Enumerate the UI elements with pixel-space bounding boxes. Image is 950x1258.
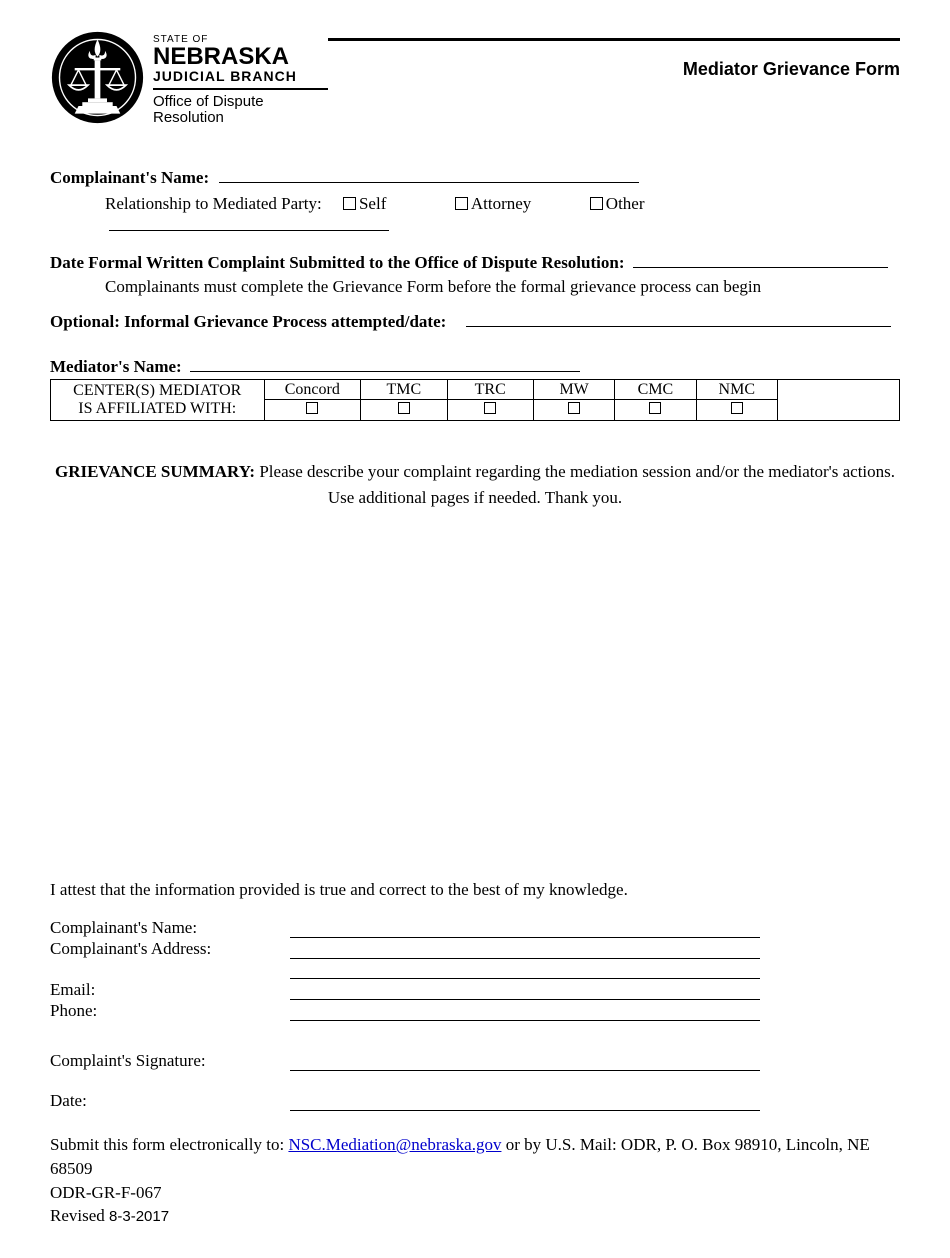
logo-divider [153,88,328,90]
submit-email-link[interactable]: NSC.Mediation@nebraska.gov [288,1135,501,1154]
page: STATE OF NEBRASKA JUDICIAL BRANCH Office… [0,0,950,1258]
center-cb-cell [533,400,614,421]
sig-address-input-1[interactable] [290,941,760,960]
branch-name: JUDICIAL BRANCH [153,69,328,83]
center-col-mw: MW [533,379,614,400]
summary-text-2: Use additional pages if needed. Thank yo… [328,488,622,507]
center-col-blank [777,379,899,421]
revised-date: 8-3-2017 [109,1208,169,1225]
submit-pre: Submit this form electronically to: [50,1135,288,1154]
optional-label: Optional: Informal Grievance Process att… [50,312,446,331]
attestation: I attest that the information provided i… [50,880,900,900]
mediator-name-label: Mediator's Name: [50,357,182,376]
sig-signature-label: Complaint's Signature: [50,1051,290,1071]
seal-icon [50,30,145,125]
centers-row-label-1: CENTER(S) MEDIATOR [51,382,264,400]
sig-date-row: Date: [50,1091,900,1111]
center-cb-cell [264,400,361,421]
sig-phone-label: Phone: [50,1001,290,1021]
grievance-summary: GRIEVANCE SUMMARY: Please describe your … [50,459,900,510]
complainant-name-row: Complainant's Name: [50,167,900,188]
sig-name-input[interactable] [290,920,760,939]
revised-label: Revised [50,1206,109,1225]
other-input[interactable] [109,214,389,231]
option-self: Self [359,194,386,213]
center-cb-cell [361,400,447,421]
sig-name-row: Complainant's Name: [50,918,900,938]
checkbox-mw[interactable] [568,402,580,414]
sig-phone-input[interactable] [290,1002,760,1021]
centers-header-row: CENTER(S) MEDIATOR IS AFFILIATED WITH: C… [51,379,900,400]
center-cb-cell [447,400,533,421]
checkbox-tmc[interactable] [398,402,410,414]
submit-instructions: Submit this form electronically to: NSC.… [50,1133,900,1181]
center-col-nmc: NMC [696,379,777,400]
mediator-name-input[interactable] [190,356,580,372]
complaint-date-row: Date Formal Written Complaint Submitted … [50,252,900,273]
centers-row-label-2: IS AFFILIATED WITH: [51,400,264,418]
title-rule [328,38,900,41]
complainant-name-input[interactable] [219,167,639,183]
checkbox-self[interactable] [343,197,356,210]
complaint-date-note: Complainants must complete the Grievance… [50,277,900,297]
mediator-name-row: Mediator's Name: [50,356,900,377]
revised-line: Revised 8-3-2017 [50,1204,900,1228]
center-col-cmc: CMC [615,379,696,400]
header: STATE OF NEBRASKA JUDICIAL BRANCH Office… [50,30,900,127]
sig-date-label: Date: [50,1091,290,1111]
sig-email-row: Email: [50,980,900,1000]
state-name: NEBRASKA [153,46,328,68]
sig-email-label: Email: [50,980,290,1000]
footer: Submit this form electronically to: NSC.… [50,1133,900,1228]
center-col-tmc: TMC [361,379,447,400]
checkbox-attorney[interactable] [455,197,468,210]
sig-address-input-2[interactable] [290,960,760,979]
office-line-2: Resolution [153,110,328,127]
title-area: Mediator Grievance Form [328,30,900,80]
checkbox-trc[interactable] [484,402,496,414]
sig-signature-row: Complaint's Signature: [50,1051,900,1071]
center-col-concord: Concord [264,379,361,400]
complaint-date-input[interactable] [633,252,888,268]
relationship-row: Relationship to Mediated Party: Self Att… [50,194,900,236]
checkbox-concord[interactable] [306,402,318,414]
center-cb-cell [696,400,777,421]
center-col-trc: TRC [447,379,533,400]
form-number: ODR-GR-F-067 [50,1181,900,1205]
summary-text-1: Please describe your complaint regarding… [255,462,895,481]
summary-lead: GRIEVANCE SUMMARY: [55,462,255,481]
relationship-label: Relationship to Mediated Party: [105,194,322,213]
sig-email-input[interactable] [290,981,760,1000]
option-attorney: Attorney [471,194,531,213]
sig-address-row: Complainant's Address: [50,939,900,959]
center-cb-cell [615,400,696,421]
complainant-name-label: Complainant's Name: [50,168,209,187]
centers-table: CENTER(S) MEDIATOR IS AFFILIATED WITH: C… [50,379,900,422]
form-title: Mediator Grievance Form [328,59,900,80]
optional-input[interactable] [466,311,891,327]
summary-writing-area[interactable] [50,510,900,880]
sig-phone-row: Phone: [50,1001,900,1021]
sig-signature-input[interactable] [290,1052,760,1071]
sig-address-label: Complainant's Address: [50,939,290,959]
office-line-1: Office of Dispute [153,94,328,111]
checkbox-other[interactable] [590,197,603,210]
logo-text: STATE OF NEBRASKA JUDICIAL BRANCH Office… [153,30,328,127]
optional-row: Optional: Informal Grievance Process att… [50,311,900,332]
checkbox-nmc[interactable] [731,402,743,414]
centers-row-label: CENTER(S) MEDIATOR IS AFFILIATED WITH: [51,379,265,421]
sig-address-row-2 [50,960,900,979]
complaint-date-label: Date Formal Written Complaint Submitted … [50,253,625,272]
option-other: Other [606,194,645,213]
sig-name-label: Complainant's Name: [50,918,290,938]
sig-date-input[interactable] [290,1092,760,1111]
checkbox-cmc[interactable] [649,402,661,414]
